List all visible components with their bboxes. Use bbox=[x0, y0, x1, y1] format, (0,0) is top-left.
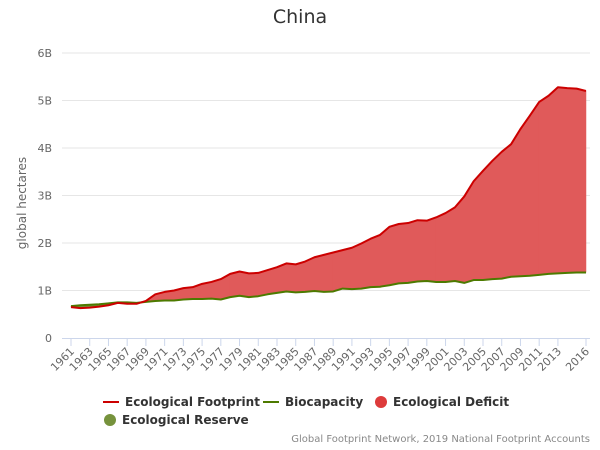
legend-label: Ecological Deficit bbox=[393, 395, 510, 409]
chart-title: China bbox=[272, 6, 328, 28]
y-tick-label: 5B bbox=[37, 95, 52, 108]
legend-label: Ecological Reserve bbox=[122, 413, 249, 427]
y-tick-label: 1B bbox=[37, 285, 52, 298]
legend-item-footprint[interactable]: Ecological Footprint bbox=[103, 395, 260, 409]
deficit-area-segment bbox=[389, 223, 399, 286]
deficit-area-segment bbox=[239, 271, 250, 298]
deficit-area-segment bbox=[548, 86, 559, 275]
deficit-area-segment bbox=[464, 180, 474, 284]
y-tick-label: 3B bbox=[37, 190, 52, 203]
deficit-area-segment bbox=[332, 249, 343, 292]
deficit-area-segment bbox=[295, 261, 306, 293]
deficit-area-segment bbox=[426, 216, 437, 283]
deficit-area-segment bbox=[342, 247, 353, 290]
deficit-area-segment bbox=[258, 269, 268, 297]
deficit-area-segment bbox=[417, 219, 428, 282]
legend-line-icon bbox=[263, 401, 279, 403]
legend-item-deficit[interactable]: Ecological Deficit bbox=[375, 395, 509, 409]
deficit-area-segment bbox=[454, 195, 465, 284]
deficit-area-segment bbox=[361, 238, 371, 289]
deficit-area-segment bbox=[567, 87, 577, 274]
deficit-area-segment bbox=[492, 151, 502, 280]
credit-text: Global Footprint Network, 2019 National … bbox=[291, 434, 590, 445]
legend-item-biocapacity[interactable]: Biocapacity bbox=[263, 395, 363, 409]
plot-area: 01B2B3B4B5B6B196119631965196719691971197… bbox=[37, 47, 592, 374]
deficit-area-segment bbox=[482, 160, 493, 281]
deficit-area-segment bbox=[445, 206, 456, 283]
deficit-area-segment bbox=[473, 170, 484, 281]
deficit-area-segment bbox=[501, 143, 512, 279]
legend-label: Biocapacity bbox=[285, 395, 364, 409]
deficit-area-segment bbox=[304, 256, 315, 293]
deficit-area-segment bbox=[576, 88, 587, 273]
y-tick-label: 0 bbox=[45, 332, 52, 345]
deficit-area-segment bbox=[267, 266, 278, 295]
legend-label: Ecological Footprint bbox=[125, 395, 260, 409]
deficit-area-segment bbox=[407, 219, 418, 284]
y-tick-label: 6B bbox=[37, 47, 52, 60]
deficit-area-segment bbox=[229, 271, 240, 298]
legend-dot-icon bbox=[104, 414, 116, 426]
biocapacity-line bbox=[70, 271, 586, 308]
deficit-area-segment bbox=[510, 128, 521, 277]
deficit-area-segment bbox=[520, 114, 531, 277]
legend-item-reserve[interactable]: Ecological Reserve bbox=[104, 413, 249, 427]
deficit-area-segment bbox=[435, 212, 446, 283]
deficit-area-segment bbox=[351, 243, 362, 290]
deficit-area-segment bbox=[557, 86, 568, 274]
legend-dot-icon bbox=[375, 396, 387, 408]
deficit-area-segment bbox=[314, 254, 325, 293]
deficit-area-segment bbox=[379, 226, 390, 287]
deficit-area-segment bbox=[323, 252, 334, 293]
deficit-area-segment bbox=[183, 286, 193, 300]
deficit-area-segment bbox=[529, 101, 540, 277]
deficit-area-segment bbox=[248, 272, 259, 298]
y-tick-label: 2B bbox=[37, 237, 52, 250]
legend-line-icon bbox=[103, 401, 119, 403]
deficit-area-segment bbox=[370, 234, 381, 288]
x-tick-label: 2016 bbox=[563, 345, 592, 374]
deficit-area-segment bbox=[398, 222, 409, 284]
y-tick-label: 4B bbox=[37, 142, 52, 155]
deficit-area-segment bbox=[538, 95, 549, 276]
ecological-footprint-line bbox=[70, 86, 587, 310]
deficit-area-segment bbox=[286, 263, 296, 293]
deficit-area-segment bbox=[276, 263, 287, 294]
